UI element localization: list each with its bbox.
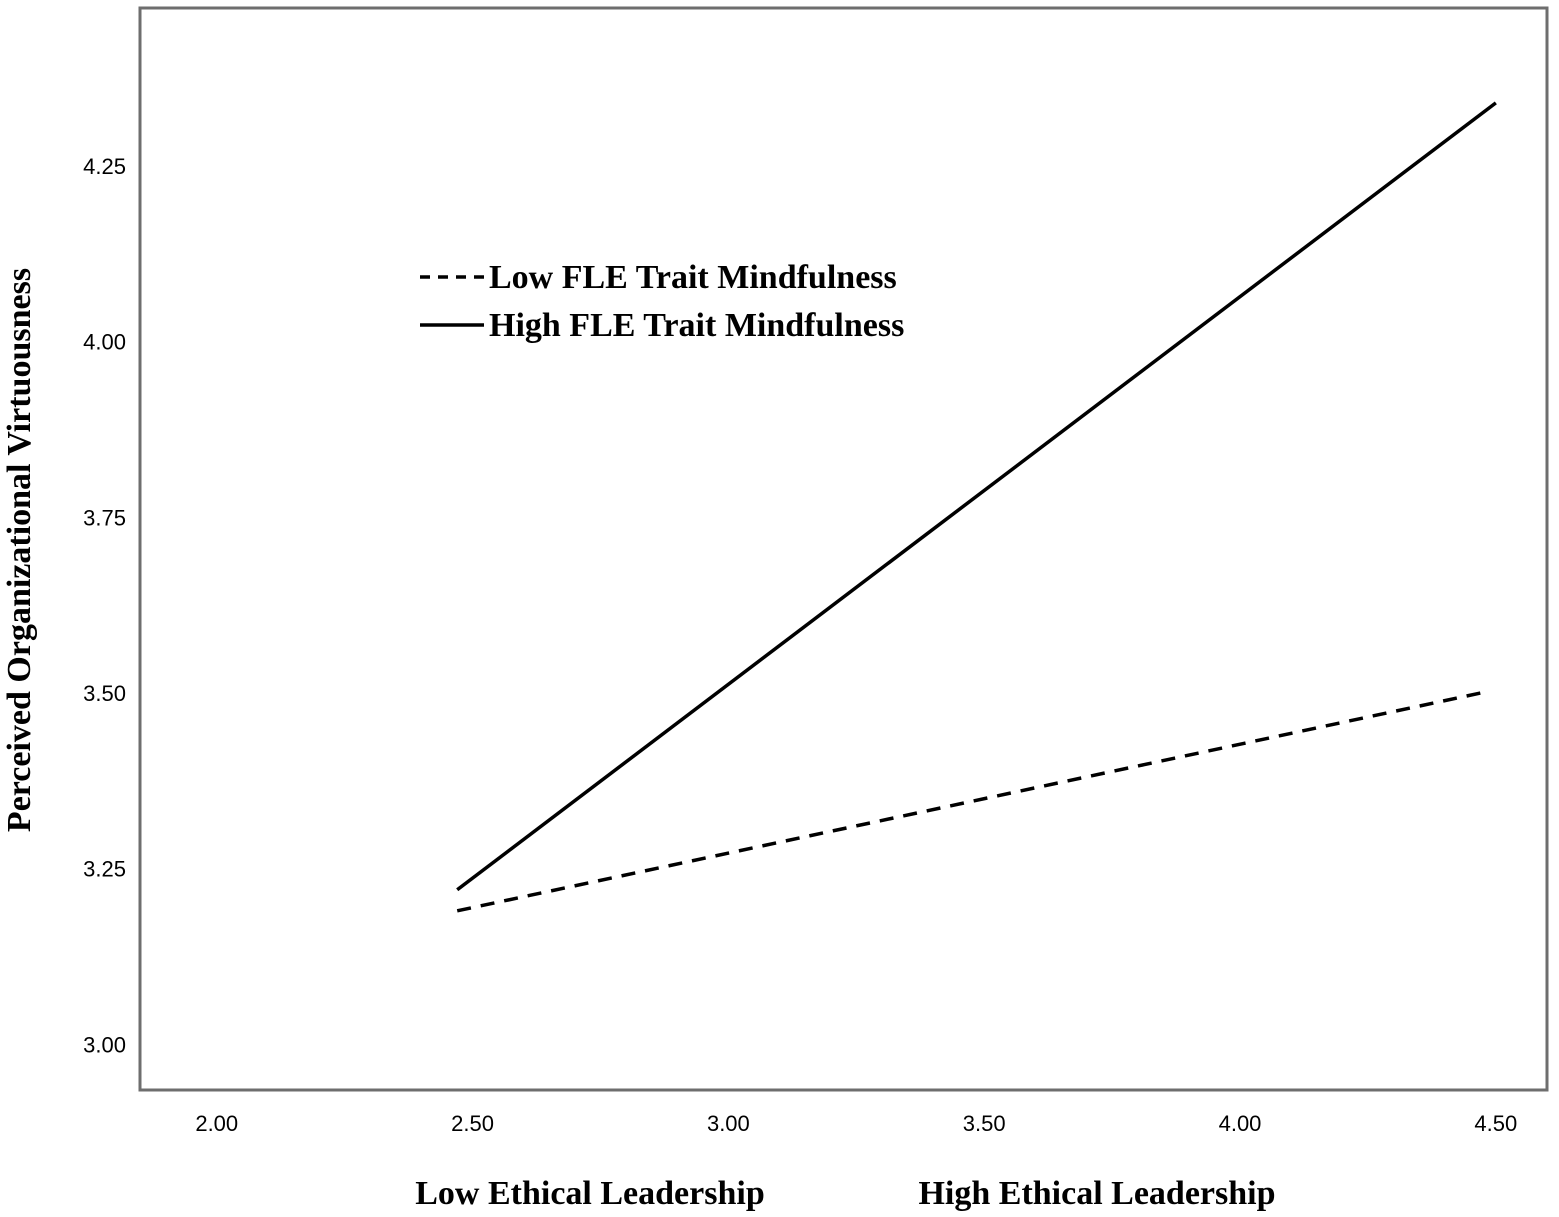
legend: Low FLE Trait Mindfulness High FLE Trait … (420, 259, 904, 344)
x-axis-ticks: 2.00 2.50 3.00 3.50 4.00 4.50 (195, 1111, 1517, 1136)
legend-label: Low FLE Trait Mindfulness (489, 259, 897, 296)
high-mindfulness-line (456, 101, 1497, 892)
low-mindfulness-line (456, 691, 1481, 913)
plot-frame (138, 6, 1549, 1092)
y-axis-ticks: 3.00 3.25 3.50 3.75 4.00 4.25 (83, 154, 126, 1057)
x-tick-label: 3.00 (707, 1111, 750, 1136)
y-tick-label: 3.25 (83, 857, 126, 882)
y-tick-label: 4.25 (83, 154, 126, 179)
y-tick-label: 3.75 (83, 505, 126, 530)
y-axis-title: Perceived Organizational Virtuousness (1, 268, 38, 832)
series-lines (456, 101, 1497, 913)
x-tick-label: 2.50 (451, 1111, 494, 1136)
y-tick-label: 3.50 (83, 681, 126, 706)
x-axis-title-high: High Ethical Leadership (918, 1175, 1275, 1212)
x-tick-label: 2.00 (195, 1111, 238, 1136)
y-tick-label: 3.00 (83, 1032, 126, 1057)
x-tick-label: 3.50 (963, 1111, 1006, 1136)
x-tick-label: 4.00 (1219, 1111, 1262, 1136)
y-tick-label: 4.00 (83, 330, 126, 355)
x-tick-label: 4.50 (1474, 1111, 1517, 1136)
legend-label: High FLE Trait Mindfulness (489, 307, 904, 344)
x-axis-title-low: Low Ethical Leadership (415, 1175, 764, 1212)
